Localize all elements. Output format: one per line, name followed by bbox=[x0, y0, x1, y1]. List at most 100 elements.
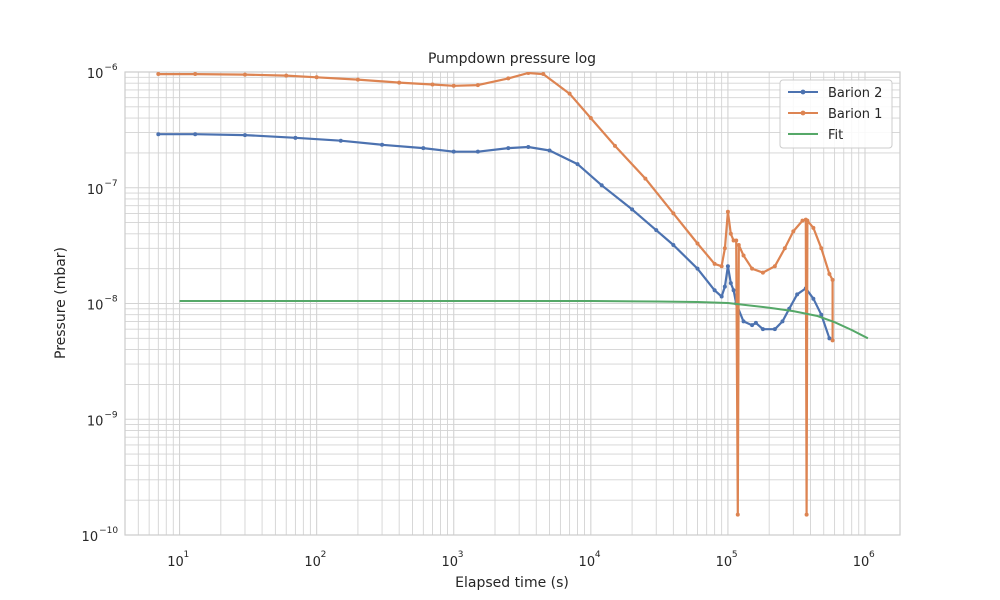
data-point bbox=[567, 91, 572, 96]
series-barion-2 bbox=[156, 132, 832, 341]
x-tick-label: 10 bbox=[441, 555, 458, 570]
x-tick-label: 10 bbox=[167, 555, 184, 570]
data-point bbox=[654, 228, 659, 233]
series-barion-1 bbox=[156, 72, 835, 517]
data-point bbox=[800, 218, 805, 223]
legend-label: Barion 2 bbox=[828, 86, 882, 101]
x-tick-exponent: 2 bbox=[321, 550, 327, 560]
data-point bbox=[830, 338, 835, 343]
data-point bbox=[421, 146, 426, 151]
data-point bbox=[242, 72, 247, 77]
data-point bbox=[741, 319, 746, 324]
data-point bbox=[772, 264, 777, 269]
data-point bbox=[541, 72, 546, 77]
x-tick-exponent: 4 bbox=[595, 550, 601, 560]
data-point bbox=[772, 327, 777, 332]
x-tick-exponent: 1 bbox=[184, 550, 190, 560]
data-point bbox=[804, 512, 809, 517]
data-point bbox=[643, 176, 648, 181]
data-point bbox=[791, 229, 796, 234]
data-point bbox=[750, 323, 755, 328]
data-point bbox=[599, 183, 604, 188]
series-line bbox=[158, 133, 831, 339]
data-point bbox=[731, 288, 736, 293]
data-point bbox=[630, 207, 635, 212]
data-point bbox=[397, 80, 402, 85]
data-point bbox=[722, 246, 727, 251]
x-tick-label: 10 bbox=[304, 555, 321, 570]
data-point bbox=[719, 294, 724, 299]
data-point bbox=[671, 211, 676, 216]
data-point bbox=[736, 243, 741, 248]
y-tick-exponent: −8 bbox=[104, 295, 118, 305]
data-point bbox=[795, 292, 800, 297]
data-point bbox=[827, 271, 832, 276]
data-point bbox=[753, 320, 758, 325]
data-point bbox=[338, 138, 343, 143]
data-point bbox=[760, 327, 765, 332]
y-tick-exponent: −7 bbox=[104, 179, 117, 189]
plot-frame bbox=[124, 71, 901, 536]
data-point bbox=[193, 132, 198, 137]
data-point bbox=[355, 77, 360, 82]
data-point bbox=[430, 82, 435, 87]
data-point bbox=[695, 241, 700, 246]
legend-box bbox=[779, 79, 893, 149]
series-line bbox=[179, 300, 869, 340]
data-point bbox=[712, 288, 717, 293]
x-tick-label: 10 bbox=[579, 555, 596, 570]
data-point bbox=[725, 264, 730, 269]
legend-label: Fit bbox=[828, 128, 843, 143]
data-point bbox=[314, 75, 319, 80]
x-tick-exponent: 6 bbox=[869, 550, 875, 560]
data-point bbox=[671, 243, 676, 248]
data-point bbox=[735, 512, 740, 517]
data-point bbox=[750, 266, 755, 271]
y-tick-exponent: −9 bbox=[104, 410, 118, 420]
data-point bbox=[156, 132, 161, 137]
data-point bbox=[725, 209, 730, 214]
y-tick-label: 10 bbox=[87, 299, 104, 314]
data-point bbox=[741, 253, 746, 258]
legend-marker bbox=[800, 110, 806, 116]
y-tick-label: 10 bbox=[82, 530, 99, 545]
data-point bbox=[722, 284, 727, 289]
data-point bbox=[819, 246, 824, 251]
data-point bbox=[284, 73, 289, 78]
grid bbox=[124, 71, 900, 536]
data-point bbox=[526, 72, 531, 76]
data-point bbox=[760, 270, 765, 275]
data-point bbox=[830, 277, 835, 282]
data-point bbox=[728, 231, 733, 236]
data-point bbox=[193, 72, 198, 77]
data-point bbox=[451, 149, 456, 154]
legend-label: Barion 1 bbox=[828, 107, 882, 122]
data-point bbox=[780, 319, 785, 324]
data-point bbox=[719, 264, 724, 269]
data-point bbox=[506, 76, 511, 81]
legend: Barion 2 Barion 1 Fit bbox=[779, 79, 893, 149]
y-axis-label: Pressure (mbar) bbox=[53, 247, 69, 359]
x-tick-exponent: 5 bbox=[732, 550, 738, 560]
data-point bbox=[811, 296, 816, 301]
data-point bbox=[827, 336, 832, 341]
data-point bbox=[547, 148, 552, 153]
data-point bbox=[712, 261, 717, 266]
data-point bbox=[695, 266, 700, 271]
data-point bbox=[506, 146, 511, 151]
x-axis-label: Elapsed time (s) bbox=[455, 575, 569, 591]
data-point bbox=[782, 246, 787, 251]
data-point bbox=[811, 225, 816, 230]
data-point bbox=[293, 135, 298, 140]
x-tick-label: 10 bbox=[716, 555, 733, 570]
data-point bbox=[728, 281, 733, 286]
data-point bbox=[475, 149, 480, 154]
data-point bbox=[734, 238, 739, 243]
legend-marker bbox=[800, 89, 806, 95]
data-point bbox=[451, 83, 456, 88]
data-point bbox=[575, 162, 580, 167]
data-point bbox=[805, 218, 810, 223]
chart-title: Pumpdown pressure log bbox=[428, 51, 596, 67]
